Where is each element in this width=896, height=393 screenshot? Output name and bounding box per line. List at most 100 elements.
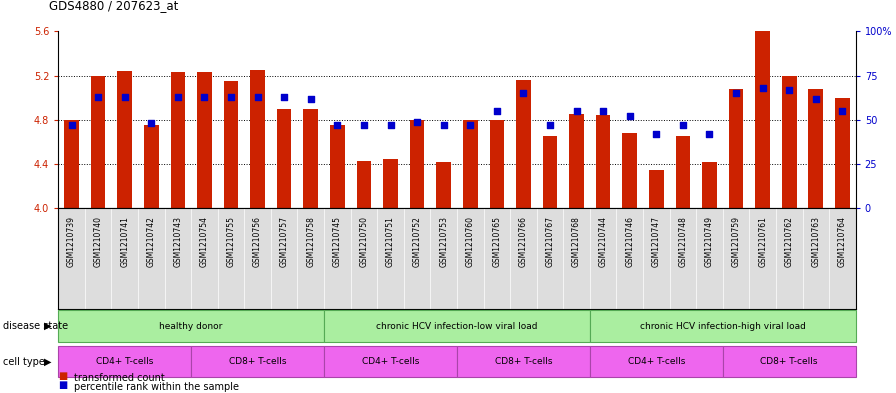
Point (197, 94, 211, 100)
Text: ■: ■ (58, 380, 67, 390)
Bar (224, 81, 238, 208)
Point (330, 122, 344, 128)
Text: GSM1210752: GSM1210752 (412, 216, 422, 267)
Text: GSM1210741: GSM1210741 (120, 216, 129, 267)
Point (649, 131, 663, 137)
Text: ▶: ▶ (44, 321, 51, 331)
Bar (324, 346, 457, 377)
Text: percentile rank within the sample: percentile rank within the sample (74, 382, 239, 392)
Point (808, 95, 823, 102)
Point (117, 94, 132, 100)
Text: CD8+ T-cells: CD8+ T-cells (495, 357, 552, 366)
Bar (58, 346, 191, 377)
Text: GSM1210743: GSM1210743 (173, 216, 183, 267)
Text: GSM1210742: GSM1210742 (147, 216, 156, 267)
Point (383, 122, 398, 128)
Text: GSM1210746: GSM1210746 (625, 216, 634, 267)
Point (782, 86, 797, 93)
Text: GSM1210768: GSM1210768 (572, 216, 582, 267)
Text: GSM1210744: GSM1210744 (599, 216, 607, 267)
Text: GSM1210758: GSM1210758 (306, 216, 315, 267)
Text: GSM1210763: GSM1210763 (811, 216, 821, 267)
Point (304, 95, 318, 102)
Text: GSM1210767: GSM1210767 (546, 216, 555, 267)
Bar (590, 310, 856, 342)
Bar (835, 98, 849, 208)
Point (569, 108, 583, 114)
Text: GSM1210756: GSM1210756 (253, 216, 263, 267)
Bar (463, 120, 478, 208)
Text: GSM1210765: GSM1210765 (492, 216, 502, 267)
Bar (409, 120, 425, 208)
Bar (383, 158, 398, 208)
Point (755, 85, 770, 91)
Text: GSM1210740: GSM1210740 (93, 216, 103, 267)
Point (835, 108, 849, 114)
Text: GSM1210748: GSM1210748 (678, 216, 687, 267)
Bar (330, 125, 345, 208)
Text: GSM1210753: GSM1210753 (439, 216, 448, 267)
Point (170, 94, 185, 100)
Text: GSM1210747: GSM1210747 (651, 216, 661, 267)
Bar (250, 70, 265, 208)
Point (676, 122, 690, 128)
Point (596, 108, 610, 114)
Bar (277, 109, 291, 208)
Point (463, 122, 478, 128)
Text: chronic HCV infection-low viral load: chronic HCV infection-low viral load (376, 322, 538, 331)
Text: healthy donor: healthy donor (159, 322, 223, 331)
Bar (191, 346, 324, 377)
Bar (569, 114, 584, 208)
Bar (457, 346, 590, 377)
Point (516, 90, 530, 97)
Bar (489, 120, 504, 208)
Bar (357, 161, 371, 208)
Bar (304, 109, 318, 208)
Text: GSM1210751: GSM1210751 (386, 216, 395, 267)
Text: GSM1210764: GSM1210764 (838, 216, 847, 267)
Text: GSM1210766: GSM1210766 (519, 216, 528, 267)
Point (409, 119, 424, 125)
Point (277, 94, 291, 100)
Bar (808, 89, 823, 208)
Text: GSM1210759: GSM1210759 (731, 216, 741, 267)
Point (65, 122, 79, 128)
Bar (58, 310, 324, 342)
Text: GSM1210749: GSM1210749 (705, 216, 714, 267)
Text: GSM1210739: GSM1210739 (67, 216, 76, 267)
Bar (436, 162, 451, 208)
Bar (65, 120, 79, 208)
Bar (755, 31, 770, 208)
Point (436, 122, 451, 128)
Text: GDS4880 / 207623_at: GDS4880 / 207623_at (49, 0, 178, 12)
Point (543, 122, 557, 128)
Bar (117, 71, 132, 208)
Text: CD8+ T-cells: CD8+ T-cells (228, 357, 287, 366)
Text: CD8+ T-cells: CD8+ T-cells (761, 357, 818, 366)
Bar (590, 346, 723, 377)
Bar (702, 162, 717, 208)
Bar (90, 75, 106, 208)
Bar (596, 116, 610, 208)
Text: ▶: ▶ (44, 356, 51, 367)
Point (357, 122, 371, 128)
Text: transformed count: transformed count (74, 373, 165, 383)
Bar (543, 136, 557, 208)
Bar (649, 170, 664, 208)
Point (250, 94, 264, 100)
Text: ■: ■ (58, 371, 67, 381)
Bar (324, 310, 590, 342)
Point (224, 94, 238, 100)
Bar (676, 136, 690, 208)
Bar (144, 125, 159, 208)
Bar (197, 72, 211, 208)
Point (623, 113, 637, 119)
Text: GSM1210761: GSM1210761 (758, 216, 767, 267)
Bar (728, 89, 744, 208)
Text: cell type: cell type (3, 356, 45, 367)
Text: GSM1210762: GSM1210762 (785, 216, 794, 267)
Point (144, 120, 159, 127)
Text: GSM1210755: GSM1210755 (227, 216, 236, 267)
Point (489, 108, 504, 114)
Bar (516, 80, 530, 208)
